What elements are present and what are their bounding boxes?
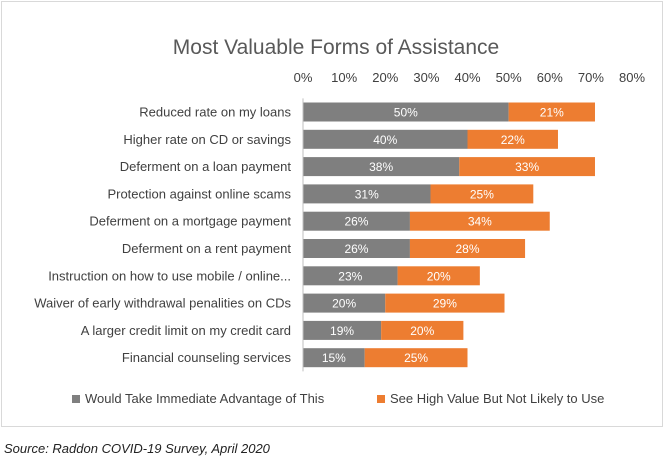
- category-label: Higher rate on CD or savings: [123, 132, 291, 147]
- data-label: 38%: [369, 160, 393, 174]
- data-label: 31%: [355, 187, 379, 201]
- data-label: 20%: [427, 269, 451, 283]
- bar-segment-series-1: [303, 348, 365, 368]
- x-tick-label: 60%: [537, 70, 563, 85]
- bar-segment-series-2: [381, 320, 464, 340]
- bar-segment-series-1: [303, 266, 398, 286]
- category-label: Reduced rate on my loans: [139, 105, 291, 120]
- legend-label: Would Take Immediate Advantage of This: [85, 391, 325, 406]
- data-label: 34%: [468, 215, 492, 229]
- legend-swatch: [377, 395, 385, 403]
- bar-segment-series-2: [385, 293, 505, 313]
- bar-segment-series-1: [303, 293, 386, 313]
- bar-segment-series-1: [303, 320, 382, 340]
- x-tick-label: 80%: [619, 70, 645, 85]
- source-note: Source: Raddon COVID-19 Survey, April 20…: [4, 441, 270, 456]
- data-label: 25%: [404, 351, 428, 365]
- bar-segment-series-1: [303, 129, 468, 149]
- data-label: 26%: [344, 215, 368, 229]
- category-label: Instruction on how to use mobile / onlin…: [48, 268, 291, 283]
- legend: Would Take Immediate Advantage of This Se…: [72, 391, 604, 406]
- bar-segment-series-1: [303, 211, 410, 231]
- bar-segment-series-1: [303, 102, 509, 122]
- bar-segment-series-1: [303, 184, 431, 204]
- x-tick-label: 0%: [294, 70, 313, 85]
- bar-segment-series-2: [467, 129, 558, 149]
- x-tick-label: 50%: [496, 70, 522, 85]
- legend-label: See High Value But Not Likely to Use: [390, 391, 604, 406]
- category-label: A larger credit limit on my credit card: [81, 323, 291, 338]
- bar-segment-series-1: [303, 239, 410, 258]
- category-label: Protection against online scams: [107, 186, 291, 201]
- bar-segment-series-2: [459, 157, 595, 177]
- data-label: 19%: [330, 324, 354, 338]
- data-label: 25%: [470, 187, 494, 201]
- data-label: 40%: [373, 133, 397, 147]
- bar-chart: Most Valuable Forms of Assistance 0% 10% 2…: [34, 36, 646, 406]
- category-label: Deferment on a mortgage payment: [89, 214, 291, 229]
- data-label: 20%: [410, 324, 434, 338]
- data-label: 26%: [344, 242, 368, 256]
- data-labels: 50% 21% 40% 22% 38% 33% 31% 25% 26% 34% 26% 28% 23% 2…: [322, 106, 564, 366]
- category-labels: Reduced rate on my loans Higher rate on C…: [34, 105, 291, 366]
- bar-segment-series-2: [430, 184, 534, 204]
- bar-segment-series-2: [364, 348, 468, 368]
- data-label: 15%: [322, 351, 346, 365]
- x-axis-ticks: 0% 10% 20% 30% 40% 50% 60% 70% 80%: [294, 70, 646, 85]
- chart-title: Most Valuable Forms of Assistance: [173, 36, 499, 59]
- bar-segment-series-1: [303, 157, 460, 177]
- chart-frame: Most Valuable Forms of Assistance 0% 10% 2…: [1, 1, 663, 427]
- category-label: Deferment on a rent payment: [122, 241, 291, 256]
- data-label: 20%: [332, 297, 356, 311]
- bar-segment-series-2: [397, 266, 480, 286]
- data-label: 29%: [433, 297, 457, 311]
- bar-segment-series-2: [508, 102, 595, 122]
- data-label: 23%: [338, 269, 362, 283]
- category-label: Waiver of early withdrawal penalities on…: [34, 296, 291, 311]
- x-tick-label: 20%: [372, 70, 398, 85]
- x-tick-label: 70%: [578, 70, 604, 85]
- data-label: 21%: [540, 106, 564, 120]
- x-tick-label: 30%: [413, 70, 439, 85]
- x-tick-label: 10%: [331, 70, 357, 85]
- data-label: 33%: [515, 160, 539, 174]
- data-label: 28%: [455, 242, 479, 256]
- data-label: 22%: [501, 133, 525, 147]
- legend-swatch: [72, 395, 80, 403]
- bars: [303, 102, 595, 368]
- bar-segment-series-2: [409, 239, 526, 258]
- bar-segment-series-2: [409, 211, 550, 231]
- category-label: Deferment on a loan payment: [120, 159, 292, 174]
- category-label: Financial counseling services: [122, 350, 292, 365]
- data-label: 50%: [394, 106, 418, 120]
- x-tick-label: 40%: [454, 70, 480, 85]
